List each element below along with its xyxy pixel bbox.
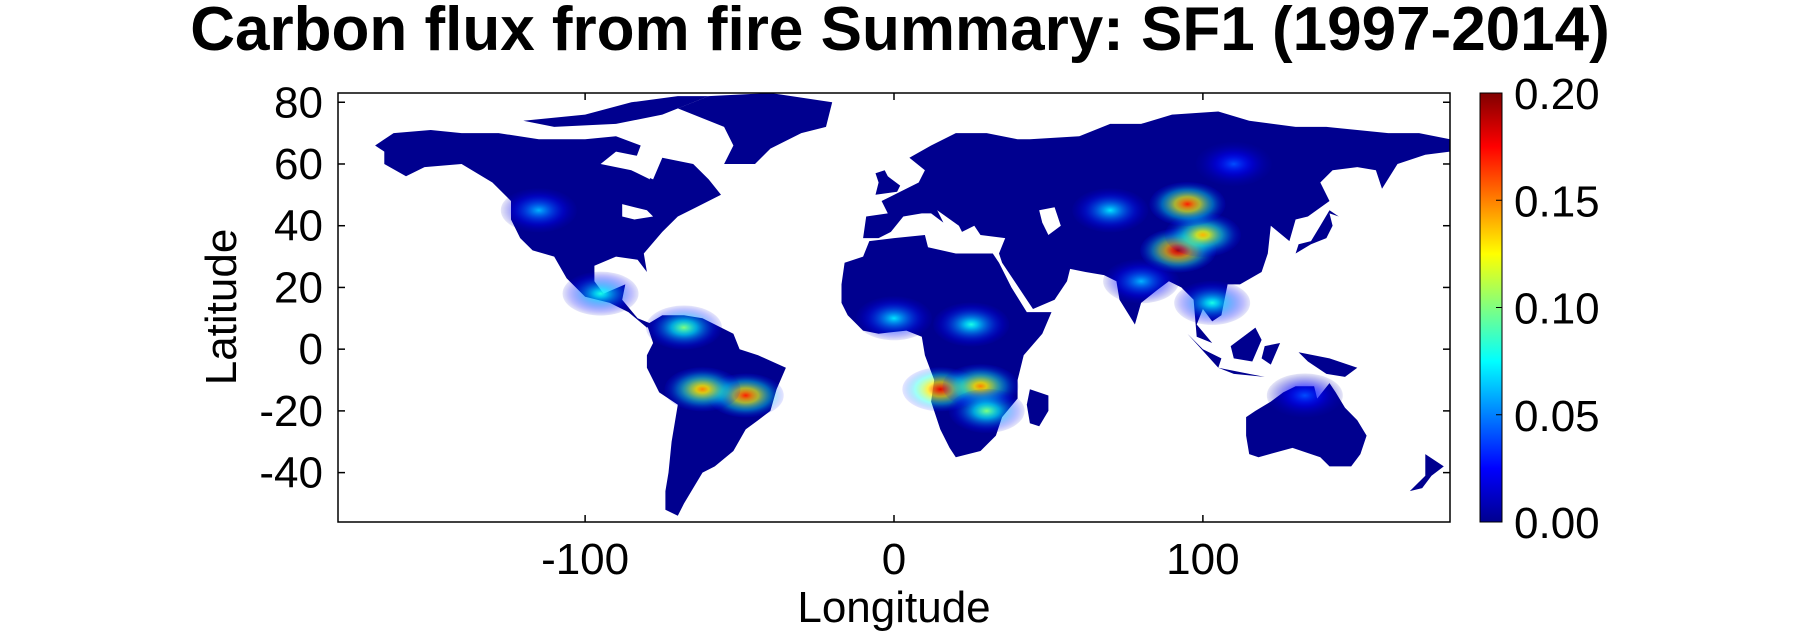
- y-axis-label: Latitude: [197, 229, 246, 386]
- fire-hotspots: [500, 141, 1343, 433]
- y-tick-label: 80: [274, 78, 323, 127]
- landmass: [1187, 333, 1222, 368]
- x-tick-label: 100: [1166, 535, 1239, 584]
- fire-hotspot: [645, 305, 722, 350]
- y-tick-label: 20: [274, 263, 323, 312]
- chart-title: Carbon flux from fire Summary: SF1 (1997…: [190, 0, 1610, 64]
- fire-hotspot: [562, 271, 639, 316]
- fire-hotspot: [948, 388, 1025, 433]
- x-axis-label: Longitude: [797, 583, 990, 632]
- water-body: [1039, 207, 1061, 235]
- fire-hotspot: [1103, 259, 1180, 304]
- landmass: [677, 93, 833, 164]
- landmass: [875, 170, 901, 195]
- x-tick-label: 0: [882, 535, 906, 584]
- landmass: [1230, 327, 1262, 362]
- landmass: [1261, 343, 1281, 365]
- colorbar-tick-label: 0.15: [1514, 177, 1600, 226]
- x-axis: -100 0 100: [541, 93, 1240, 584]
- colorbar-tick-label: 0.20: [1514, 70, 1600, 119]
- landmass: [1409, 454, 1444, 492]
- landmass: [646, 315, 786, 516]
- y-tick-label: -40: [259, 449, 323, 498]
- y-tick-label: 60: [274, 140, 323, 189]
- colorbar-tick-label: 0.05: [1514, 392, 1600, 441]
- colorbar-tick-label: 0.10: [1514, 285, 1600, 334]
- y-tick-label: 40: [274, 202, 323, 251]
- x-tick-label: -100: [541, 535, 629, 584]
- fire-hotspot: [1149, 182, 1226, 227]
- fire-hotspot: [856, 296, 932, 341]
- colorbar-tick-label: 0.00: [1514, 499, 1600, 548]
- landmass: [863, 111, 1450, 343]
- y-axis: 80 60 40 20 0 -20 -40: [259, 78, 1450, 498]
- fire-hotspot: [664, 367, 741, 412]
- landmass: [1026, 389, 1049, 427]
- fire-hotspot: [1174, 280, 1251, 325]
- landmass: [1298, 352, 1358, 377]
- fire-hotspot: [500, 188, 577, 233]
- landmass: [523, 96, 709, 127]
- fire-hotspot: [1072, 188, 1149, 233]
- fire-hotspot: [933, 302, 1010, 347]
- landmass: [1218, 367, 1265, 377]
- water-body: [600, 151, 650, 180]
- fire-hotspot: [1266, 373, 1343, 418]
- y-tick-label: 0: [299, 325, 323, 374]
- fire-hotspot: [1195, 141, 1272, 186]
- colorbar-ticks: 0.00 0.05 0.10 0.15 0.20: [1496, 70, 1600, 548]
- landmass: [1295, 210, 1339, 254]
- y-tick-label: -20: [259, 387, 323, 436]
- water-body: [622, 204, 654, 220]
